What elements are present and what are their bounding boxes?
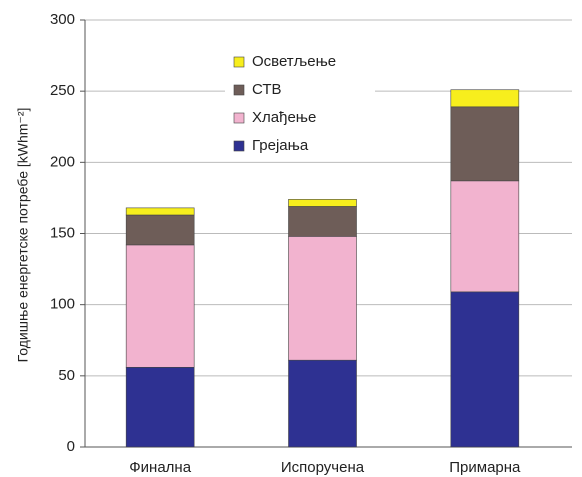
y-tick-label: 50 [58, 367, 75, 384]
y-tick-label: 250 [50, 82, 75, 99]
y-tick-label: 0 [67, 438, 75, 455]
legend-label: Хлађење [252, 109, 316, 126]
bar-segment [450, 89, 520, 108]
bar-segment [288, 359, 357, 448]
y-axis-label: Годишње енергетске потребе [kWhm⁻²] [15, 108, 31, 363]
legend-label: Осветљење [252, 53, 336, 70]
x-tick-label: Испоручена [281, 459, 365, 476]
legend-box [225, 48, 375, 160]
bar-segment [125, 207, 195, 216]
legend-swatch [233, 84, 245, 96]
legend-label: СТВ [252, 81, 282, 98]
y-tick-label: 200 [50, 153, 75, 170]
bar-segment [125, 244, 195, 368]
bar-segment [288, 236, 357, 361]
legend-swatch [233, 140, 245, 152]
y-tick-label: 150 [50, 224, 75, 241]
bar-segment [125, 214, 195, 246]
legend-swatch [233, 56, 245, 68]
x-tick-label: Примарна [449, 459, 521, 476]
bar-segment [288, 206, 357, 237]
bar-segment [288, 199, 357, 207]
y-tick-label: 300 [50, 11, 75, 28]
x-tick-label: Финална [129, 459, 191, 476]
bar-segment [125, 366, 195, 448]
legend-swatch [233, 112, 245, 124]
bar-segment [450, 180, 520, 293]
legend-label: Грејања [252, 137, 309, 154]
y-tick-label: 100 [50, 296, 75, 313]
bar-segment [450, 106, 520, 182]
bar-segment [450, 291, 520, 448]
